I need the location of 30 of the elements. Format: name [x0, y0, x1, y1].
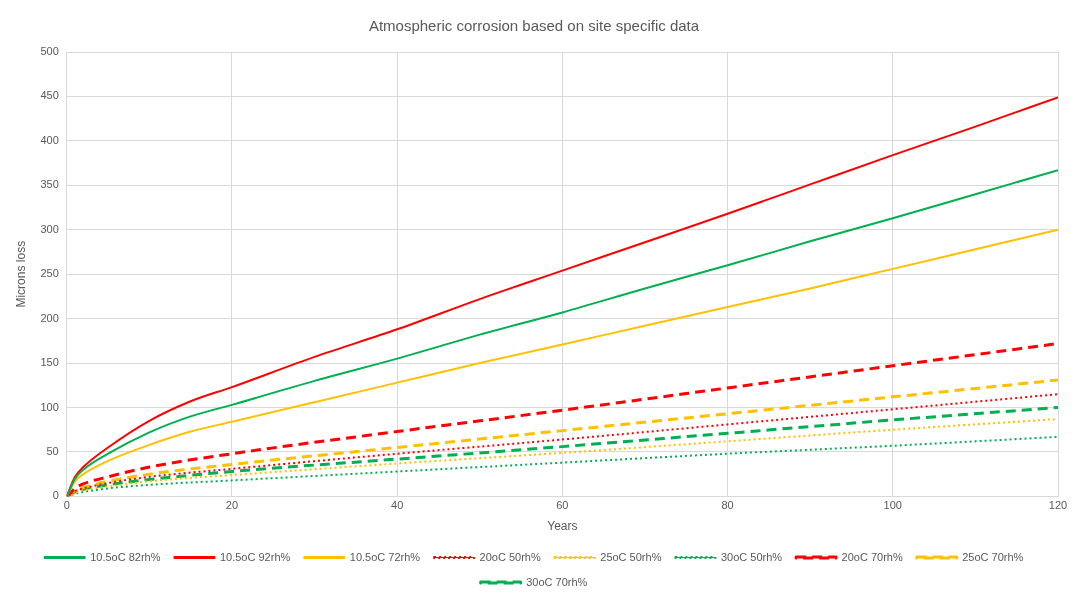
y-tick-label: 400 — [40, 133, 59, 146]
y-tick-label: 350 — [40, 178, 59, 191]
legend-label: 10.5oC 92rh% — [219, 550, 291, 563]
legend-label: 30oC 50rh% — [720, 550, 783, 563]
x-tick-label: 20 — [225, 499, 239, 512]
legend-label: 30oC 70rh% — [526, 575, 588, 588]
x-tick-label: 120 — [1048, 499, 1068, 512]
x-tick-label: 80 — [721, 499, 734, 512]
legend-label: 20oC 70rh% — [841, 550, 903, 563]
y-axis-title: Microns loss — [13, 240, 28, 308]
y-tick-label: 500 — [40, 45, 59, 58]
y-tick-label: 450 — [40, 89, 59, 102]
y-tick-label: 150 — [40, 356, 59, 369]
legend-label: 25oC 50rh% — [600, 550, 662, 563]
legend-label: 10.5oC 82rh% — [90, 550, 161, 563]
y-tick-label: 200 — [40, 311, 59, 324]
legend-label: 25oC 70rh% — [962, 550, 1024, 563]
y-tick-label: 250 — [40, 267, 59, 280]
legend-label: 10.5oC 72rh% — [349, 550, 421, 563]
y-tick-label: 300 — [40, 222, 59, 235]
x-tick-label: 40 — [391, 499, 404, 512]
x-tick-label: 0 — [63, 499, 70, 512]
chart-title: Atmospheric corrosion based on site specific data — [368, 17, 700, 35]
y-tick-label: 0 — [52, 489, 59, 502]
y-tick-label: 100 — [40, 400, 59, 413]
x-tick-label: 60 — [556, 499, 569, 512]
x-tick-label: 100 — [883, 499, 902, 512]
y-tick-label: 50 — [46, 444, 59, 457]
x-axis-title: Years — [547, 519, 578, 534]
legend-label: 20oC 50rh% — [479, 550, 541, 563]
